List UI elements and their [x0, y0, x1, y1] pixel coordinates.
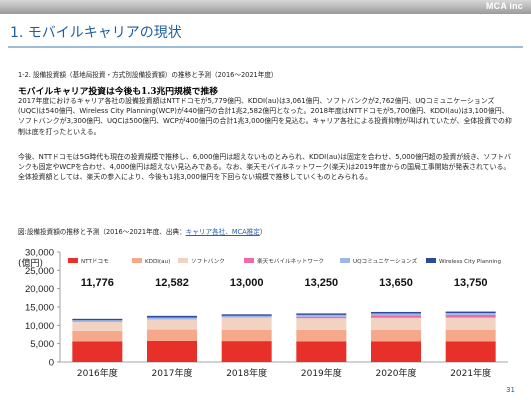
- bar-segment: [445, 313, 496, 315]
- bar-segment: [221, 317, 272, 330]
- legend-swatch: [426, 258, 436, 263]
- bar-total-label: 13,000: [230, 277, 264, 289]
- chart-caption-end: ）: [259, 228, 267, 236]
- legend-label: KDDI(au): [145, 259, 170, 265]
- bar-segment: [72, 318, 123, 321]
- page-title: 1. モバイルキャリアの現状: [10, 25, 182, 41]
- y-tick-label: 0: [49, 358, 54, 369]
- top-bar: MCA inc: [0, 0, 531, 14]
- legend-swatch: [132, 258, 142, 263]
- bar-segment: [371, 329, 421, 342]
- investment-chart: 0 5,000 10,000 15,000 20,000 25,000 30,000(億円)…: [18, 248, 508, 379]
- bar-segment: [371, 341, 421, 362]
- legend-swatch: [244, 258, 254, 263]
- bar-total-label: 13,750: [454, 277, 488, 289]
- bar-segment: [147, 340, 197, 362]
- bar-segment: [445, 311, 496, 314]
- y-axis-label: (億円): [18, 257, 43, 269]
- y-tick-label: 15,000: [25, 303, 54, 314]
- legend-label: ソフトバンク: [191, 258, 225, 265]
- page-number: 31: [506, 386, 515, 394]
- y-tick-label: 20,000: [25, 284, 54, 295]
- paragraph-2: 今後、NTTドコモは5G時代も現在の投資規模で推移し、6,000億円は超えないも…: [18, 153, 511, 182]
- bar-segment: [72, 320, 123, 323]
- bar-segment: [147, 315, 197, 318]
- bar-total-label: 13,250: [305, 277, 339, 289]
- y-tick-label: 30,000: [25, 248, 54, 259]
- section-subhead: 1-2. 設備投資額（基地局投資・方式別設備投資額）の推移と予測（2016～20…: [18, 71, 278, 79]
- bar-segment: [72, 341, 123, 362]
- bar-segment: [147, 317, 197, 320]
- bar-segment: [296, 314, 347, 317]
- bar-total-label: 11,776: [81, 277, 114, 289]
- legend-label: NTTドコモ: [81, 258, 109, 265]
- bar-segment: [445, 329, 496, 342]
- bar-segment: [371, 317, 421, 330]
- bar-segment: [72, 330, 123, 342]
- title-divider: [8, 46, 523, 48]
- bar-segment: [147, 319, 197, 330]
- bar-segment: [445, 341, 496, 362]
- bar-segment: [371, 311, 421, 314]
- bar-segment: [296, 316, 347, 319]
- bar-segment: [371, 313, 421, 316]
- x-tick-label: 2016年度: [77, 367, 118, 379]
- chart-source-link[interactable]: キャリア各社、MCA推定: [185, 228, 260, 236]
- bar-segment: [371, 315, 421, 318]
- bar-segment: [445, 317, 496, 330]
- y-tick-label: 5,000: [30, 339, 54, 350]
- bar-segment: [296, 318, 347, 330]
- bar-segment: [147, 329, 197, 341]
- bar-segment: [221, 341, 272, 362]
- bar-segment: [296, 313, 347, 315]
- section-heading: モバイルキャリア投資は今後も1.3兆円規模で推移: [18, 87, 219, 97]
- legend-label: UQコミュニケーションズ: [353, 257, 418, 265]
- bar-segment: [221, 314, 272, 316]
- bar-segment: [296, 341, 347, 362]
- brand-label: MCA inc: [485, 1, 523, 11]
- x-tick-label: 2017年度: [152, 367, 193, 379]
- bar-segment: [72, 322, 123, 331]
- legend-label: 楽天モバイルネットワーク: [257, 257, 324, 265]
- x-tick-label: 2019年度: [301, 367, 342, 379]
- chart-caption: 図:設備投資額の推移と予測（2016～2021年度、出典：キャリア各社、MCA推…: [18, 226, 266, 236]
- bar-total-label: 12,582: [155, 277, 189, 289]
- chart-caption-text: 図:設備投資額の推移と予測（2016～2021年度、出典：: [18, 228, 186, 236]
- x-tick-label: 2021年度: [450, 367, 491, 379]
- bar-segment: [221, 315, 272, 318]
- y-tick-label: 10,000: [25, 321, 54, 332]
- bar-segment: [221, 329, 272, 342]
- bar-segment: [296, 329, 347, 342]
- paragraph-1: 2017年度におけるキャリア各社の設備投資額はNTTドコモが5,779億円、KD…: [18, 97, 512, 136]
- legend-swatch: [178, 258, 188, 263]
- bar-segment: [445, 314, 496, 318]
- legend-swatch: [340, 258, 350, 263]
- y-tick-label: 25,000: [25, 266, 54, 277]
- legend-swatch: [68, 258, 78, 263]
- x-tick-label: 2020年度: [376, 367, 417, 379]
- x-tick-label: 2018年度: [226, 367, 267, 379]
- legend-label: Wireless City Planning: [439, 259, 501, 265]
- bar-total-label: 13,650: [379, 277, 413, 289]
